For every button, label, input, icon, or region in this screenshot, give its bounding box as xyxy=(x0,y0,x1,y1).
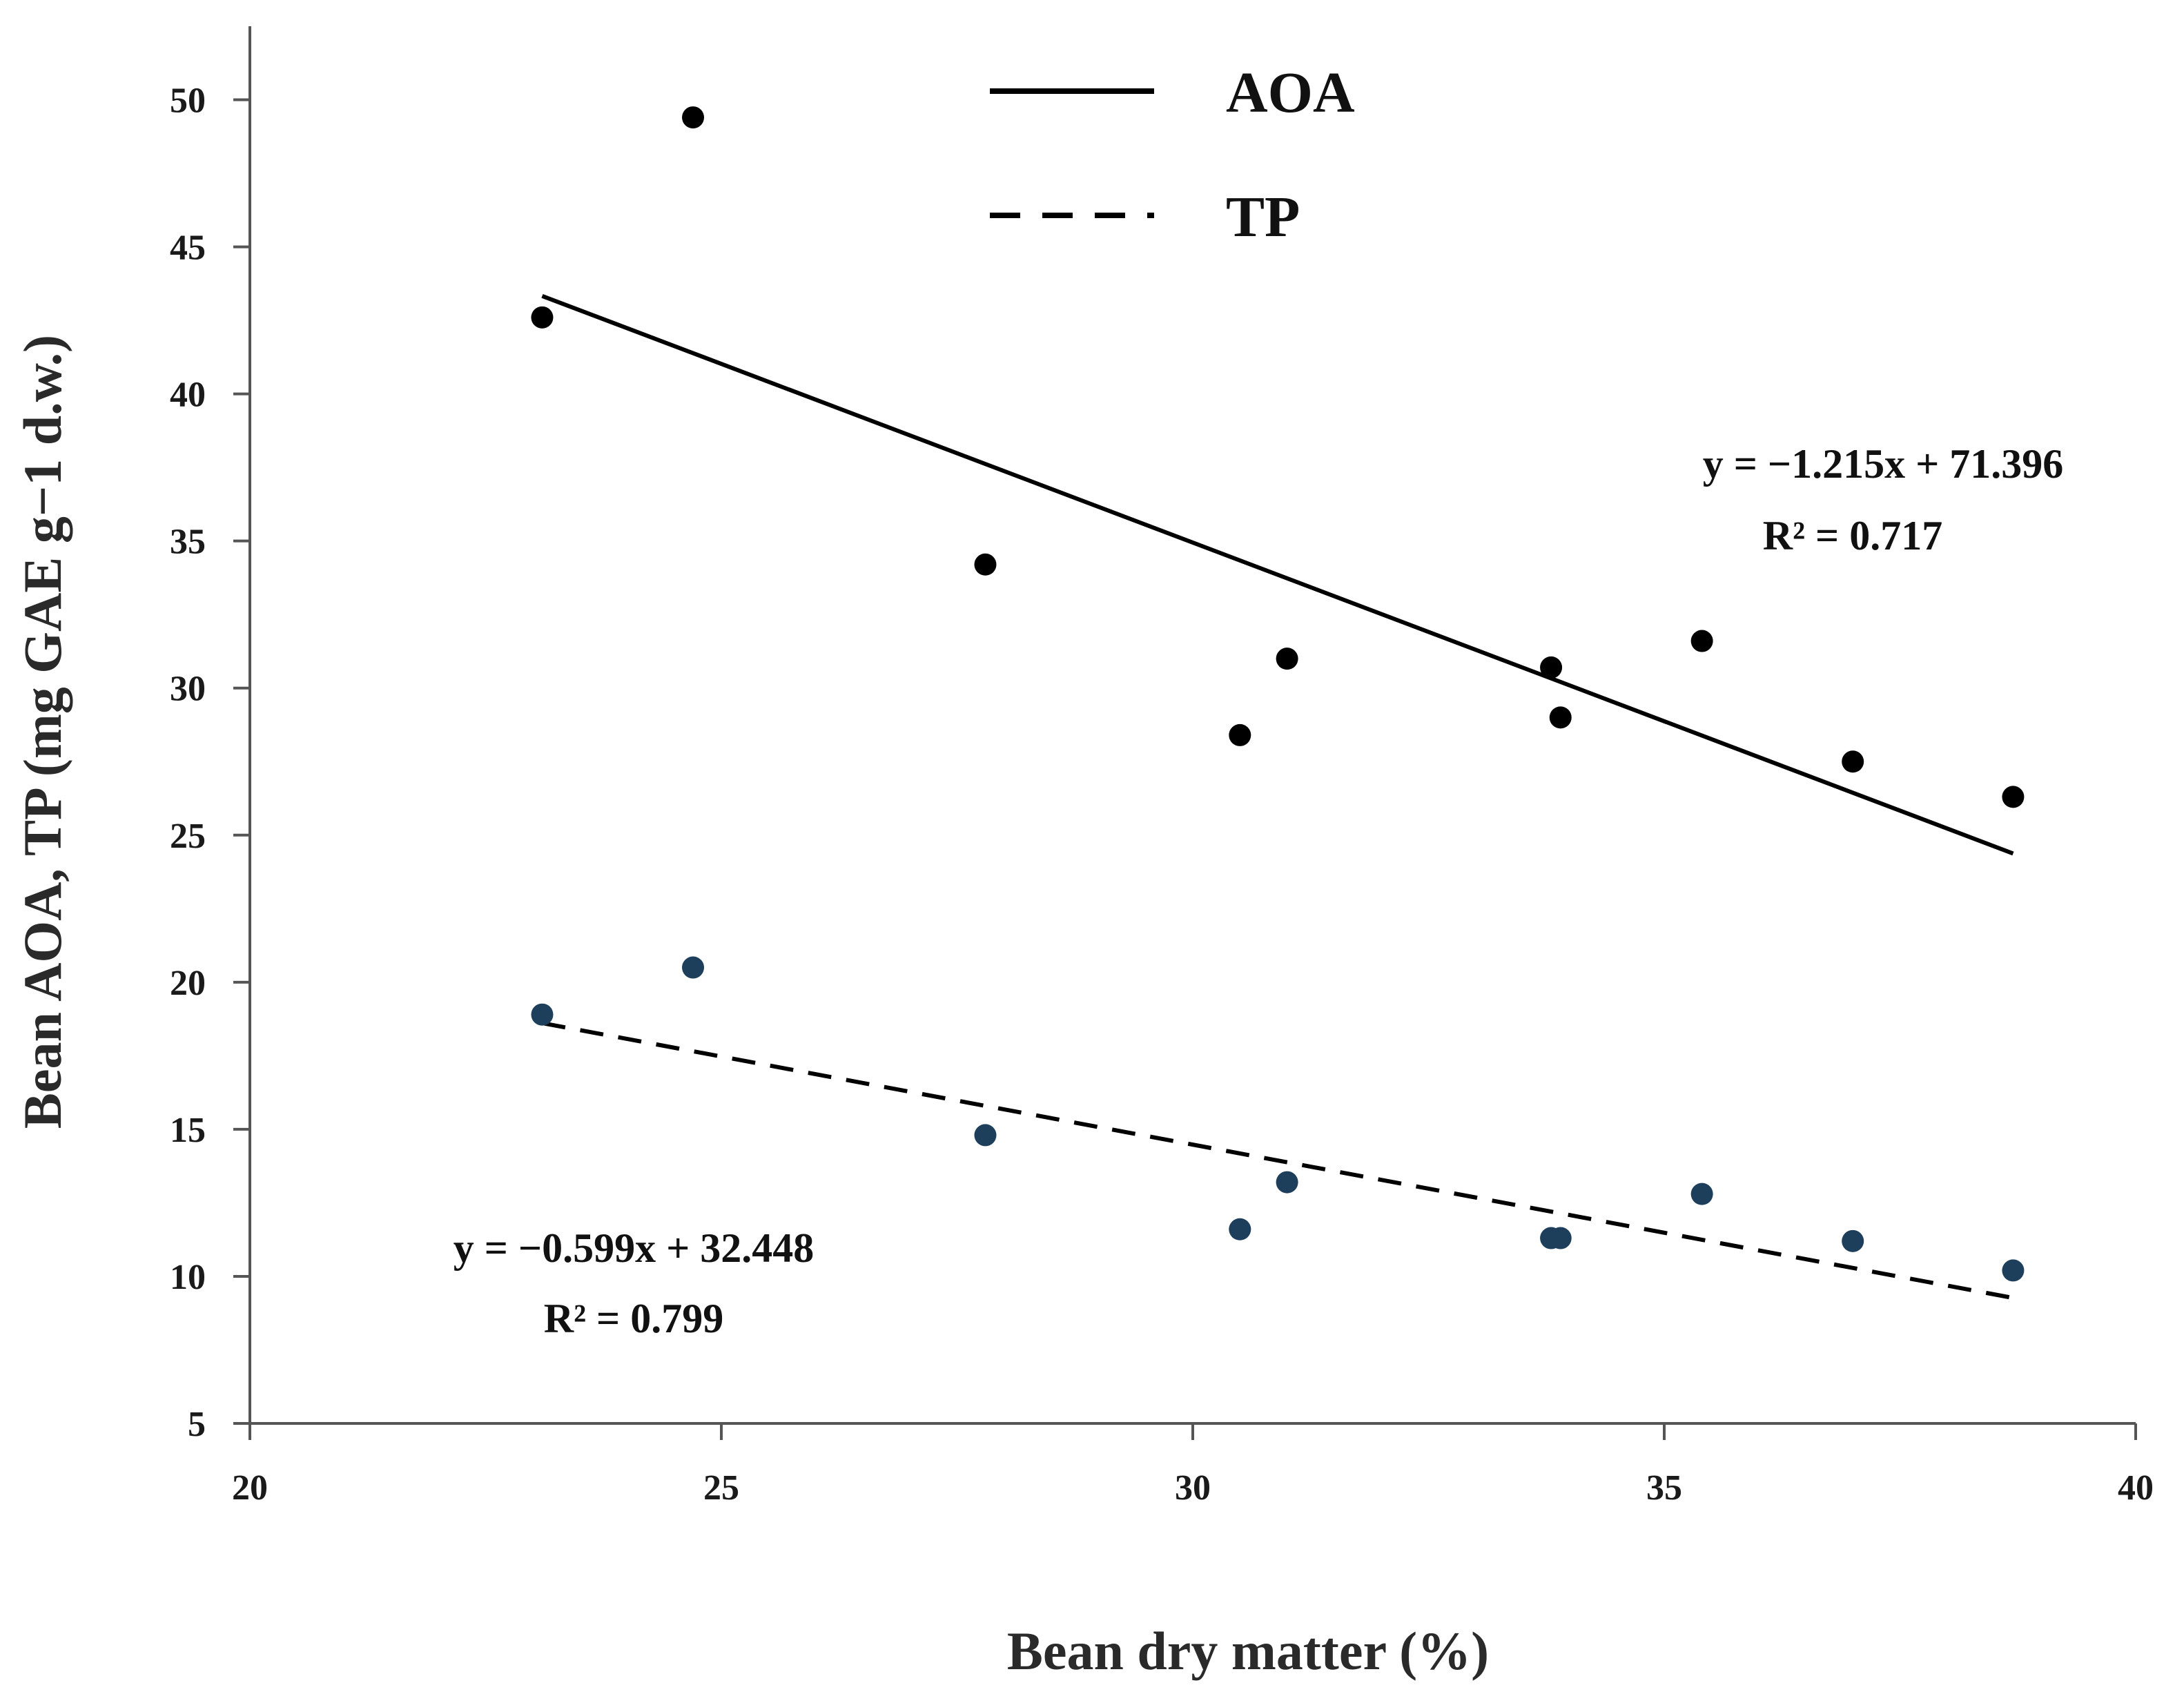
y-tick-label: 45 xyxy=(170,228,206,268)
legend-label-tp: TP xyxy=(1226,185,1300,249)
data-point-tp xyxy=(1842,1229,1864,1252)
data-point-aoa xyxy=(1229,723,1251,746)
x-axis-title: Bean dry matter (%) xyxy=(1007,1621,1489,1681)
y-tick-label: 35 xyxy=(170,523,206,562)
x-tick-label: 40 xyxy=(2118,1468,2154,1508)
tp-r-squared: R² = 0.799 xyxy=(544,1296,724,1341)
y-tick-label: 15 xyxy=(170,1111,206,1150)
y-tick-label: 50 xyxy=(170,81,206,121)
aoa-r-squared: R² = 0.717 xyxy=(1763,513,1943,558)
x-tick-label: 20 xyxy=(232,1468,268,1508)
data-point-tp xyxy=(1276,1171,1298,1194)
trendline-aoa xyxy=(541,293,2014,856)
data-point-aoa xyxy=(1842,750,1864,773)
y-tick-label: 5 xyxy=(188,1405,206,1444)
x-tick-label: 30 xyxy=(1175,1468,1211,1508)
data-point-tp xyxy=(531,1003,554,1026)
legend-label-aoa: AOA xyxy=(1226,61,1355,125)
data-point-tp xyxy=(974,1124,997,1147)
data-point-aoa xyxy=(531,306,554,329)
y-tick-label: 40 xyxy=(170,376,206,415)
data-point-aoa xyxy=(682,106,705,129)
data-point-aoa xyxy=(1540,656,1563,679)
data-point-aoa xyxy=(1276,648,1298,670)
data-point-tp xyxy=(682,956,705,979)
data-point-aoa xyxy=(1690,630,1713,652)
data-point-tp xyxy=(2002,1259,2025,1282)
data-point-aoa xyxy=(974,553,997,576)
legend: AOA TP xyxy=(990,61,1355,249)
y-axis-title: Bean AOA, TP (mg GAE g−1 d.w.) xyxy=(12,335,72,1129)
data-points xyxy=(531,106,2025,1282)
data-point-tp xyxy=(1690,1183,1713,1205)
data-point-aoa xyxy=(1549,706,1572,729)
trendline-tp xyxy=(541,1021,2014,1301)
axes: 20 25 30 35 40 5 10 15 20 25 30 35 40 45 50 xyxy=(170,26,2154,1508)
data-point-tp xyxy=(1229,1218,1251,1240)
chart-labels: Bean dry matter (%) Bean AOA, TP (mg GAE … xyxy=(12,335,2063,1681)
y-tick-label: 20 xyxy=(170,964,206,1003)
y-tick-label: 30 xyxy=(170,670,206,709)
y-tick-label: 25 xyxy=(170,817,206,856)
tp-equation: y = −0.599x + 32.448 xyxy=(454,1225,815,1271)
y-tick-label: 10 xyxy=(170,1258,206,1297)
trendlines xyxy=(541,293,2014,1301)
x-tick-label: 35 xyxy=(1646,1468,1682,1508)
x-tick-label: 25 xyxy=(703,1468,739,1508)
data-point-aoa xyxy=(2002,786,2025,808)
aoa-equation: y = −1.215x + 71.396 xyxy=(1703,441,2064,487)
data-point-tp xyxy=(1549,1227,1572,1249)
